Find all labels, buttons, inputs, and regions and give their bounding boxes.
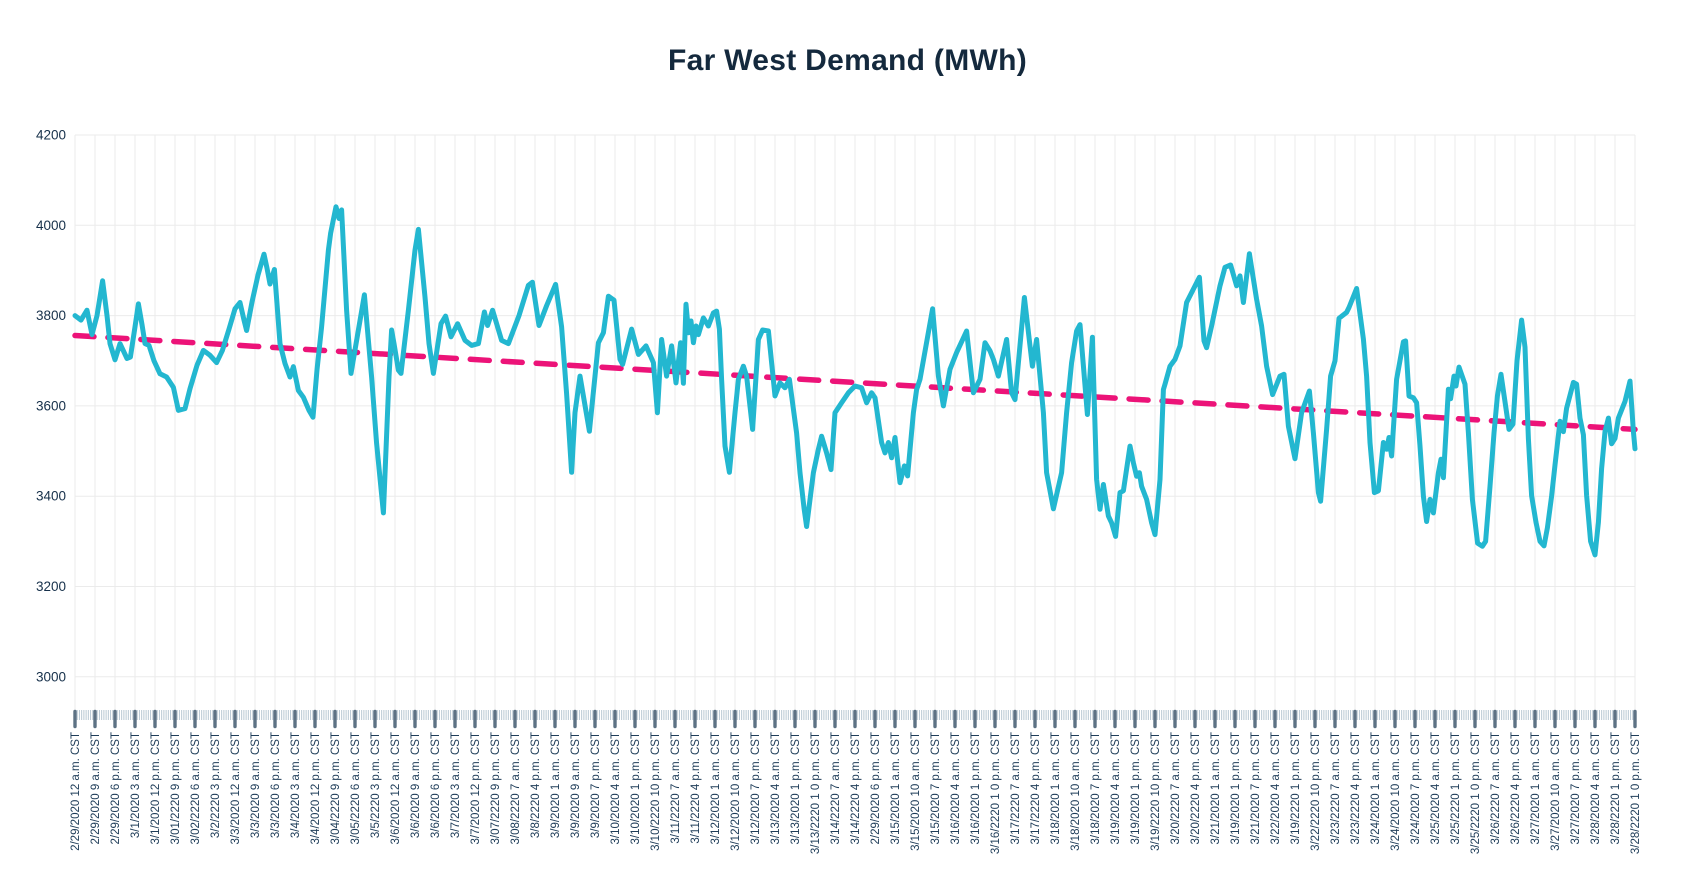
x-axis-label: 3/12/2020 1 a.m. CST	[710, 732, 722, 845]
y-axis-label: 3400	[36, 489, 66, 504]
demand-line	[72, 204, 1638, 558]
x-axis-label: 3/12/2020 10 a.m. CST	[730, 732, 742, 851]
x-axis-label: 3/19/2020 1 p.m. CST	[1130, 732, 1142, 845]
x-axis-label: 2/29/2020 12 a.m. CST	[70, 732, 82, 851]
x-axis-label: 3/13/2220 1 0 p.m. CST	[810, 732, 822, 854]
x-axis-label: 3/10/2020 4 a.m. CST	[610, 732, 622, 845]
x-axis-label: 3/27/2020 1 a.m. CST	[1530, 732, 1542, 845]
x-axis-label: 3/10/2220 10 p.m. CST	[650, 732, 662, 851]
y-axis-label: 3600	[36, 398, 66, 413]
x-axis-label: 3/3/2020 6 p.m. CST	[270, 732, 282, 838]
x-axis-label: 3/21/2020 1 a.m. CST	[1210, 732, 1222, 845]
x-axis-label: 3/11/2220 7 a.m. CST	[670, 732, 682, 844]
x-axis-label: 3/04/2220 9 p.m. CST	[330, 732, 342, 845]
x-axis-label: 3/26/2220 4 p.m. CST	[1510, 732, 1522, 845]
x-axis-label: 3/24/2020 10 a.m. CST	[1390, 732, 1402, 851]
x-axis-label: 3/23/2220 7 a.m. CST	[1330, 732, 1342, 845]
x-axis-label: 3/18/2020 1 a.m. CST	[1050, 732, 1062, 845]
x-axis-label: 3/19/2220 10 p.m. CST	[1150, 732, 1162, 851]
x-axis-label: 3/15/2020 10 a.m. CST	[910, 732, 922, 851]
x-axis-label: 3/4/2020 12 p.m. CST	[310, 732, 322, 845]
x-axis-label: 3/08/2220 7 a.m. CST	[510, 732, 522, 845]
x-axis-label: 3/18/2020 10 a.m. CST	[1070, 732, 1082, 851]
x-axis-labels: 2/29/2020 12 a.m. CST 2/29/2020 9 a.m. CS…	[70, 732, 1642, 854]
x-axis-label: 3/22/2220 10 p.m. CST	[1310, 732, 1322, 851]
trend-line	[72, 332, 1638, 433]
x-axis-label: 3/6/2020 9 a.m. CST	[410, 732, 422, 838]
x-axis-label: 3/1/2020 3 a.m. CST	[130, 732, 142, 838]
x-axis-label: 2/29/2020 9 a.m. CST	[90, 732, 102, 845]
y-axis-label: 3800	[36, 308, 66, 323]
x-axis-label: 3/01/2220 9 p.m. CST	[170, 732, 182, 845]
x-axis-label: 3/16/2220 1 0 p.m. CST	[990, 732, 1002, 854]
x-axis-label: 3/7/2020 3 a.m. CST	[450, 732, 462, 838]
x-axis-label: 3/14/2220 7 a.m. CST	[830, 732, 842, 845]
x-axis-label: 3/24/2020 7 p.m. CST	[1410, 732, 1422, 845]
x-axis-label: 3/27/2020 10 a.m. CST	[1550, 732, 1562, 851]
x-axis-label: 3/20/2220 7 a.m. CST	[1170, 732, 1182, 845]
x-axis-label: 3/25/2020 4 a.m. CST	[1430, 732, 1442, 845]
vertical-gridlines	[74, 135, 1636, 710]
x-axis-label: 3/11/2220 4 p.m. CST	[690, 732, 702, 844]
x-axis-label: 3/9/2020 7 p.m. CST	[590, 732, 602, 838]
x-axis-label: 3/12/2020 7 p.m. CST	[750, 732, 762, 845]
x-axis-label: 3/05/2220 6 a.m. CST	[350, 732, 362, 845]
chart-title: Far West Demand (MWh)	[667, 44, 1028, 77]
x-axis-label: 3/21/2020 7 p.m. CST	[1250, 732, 1262, 845]
x-axis-ticks	[73, 709, 1637, 729]
y-axis-label: 3200	[36, 579, 66, 594]
x-axis-label: 3/19/2220 1 p.m. CST	[1290, 732, 1302, 845]
x-axis-label: 3/19/2020 1 p.m. CST	[1230, 732, 1242, 845]
y-axis-labels: 3000 3200 3400 3600 3800 4000 4200	[36, 128, 66, 685]
x-axis-label: 3/23/2220 4 p.m. CST	[1350, 732, 1362, 845]
x-axis-label: 3/8/2220 4 p.m. CST	[530, 732, 542, 838]
x-axis-label: 3/07/2220 9 p.m. CST	[490, 732, 502, 845]
x-axis-label: 2/29/2020 6 p.m. CST	[110, 732, 122, 845]
x-axis-label: 3/24/2020 1 a.m. CST	[1370, 732, 1382, 845]
x-axis-label: 2/29/2020 6 p.m. CST	[870, 732, 882, 845]
x-axis-label: 3/13/2020 4 a.m. CST	[770, 732, 782, 845]
x-axis-label: 3/9/2020 1 a.m. CST	[550, 732, 562, 838]
x-axis-label: 3/7/2020 12 p.m. CST	[470, 732, 482, 845]
x-axis-label: 3/19/2020 4 a.m. CST	[1110, 732, 1122, 845]
x-axis-label: 3/25/2220 1 0 p.m. CST	[1470, 732, 1482, 854]
x-axis-label: 3/27/2020 7 p.m. CST	[1570, 732, 1582, 845]
x-axis-label: 3/16/2020 1 p.m. CST	[970, 732, 982, 845]
x-axis-label: 3/10/2020 1 p.m. CST	[630, 732, 642, 845]
y-axis-label: 3000	[36, 669, 66, 684]
x-axis-label: 3/15/2020 7 p.m. CST	[930, 732, 942, 845]
x-axis-label: 3/25/2220 1 p.m. CST	[1450, 732, 1462, 845]
x-axis-label: 3/2/2220 3 p.m. CST	[210, 732, 222, 838]
x-axis-label: 3/6/2020 12 a.m. CST	[390, 732, 402, 845]
x-axis-label: 3/13/2020 1 p.m. CST	[790, 732, 802, 845]
x-axis-label: 3/16/2020 4 a.m. CST	[950, 732, 962, 845]
x-axis-label: 3/20/2220 4 p.m. CST	[1190, 732, 1202, 845]
x-axis-label: 3/6/2020 6 p.m. CST	[430, 732, 442, 838]
x-axis-label: 3/28/2220 1 0 p.m. CST	[1630, 732, 1642, 854]
x-axis-label: 3/1/2020 12 p.m. CST	[150, 732, 162, 845]
x-axis-label: 3/17/2220 7 a.m. CST	[1010, 732, 1022, 845]
x-axis-label: 3/3/2020 12 a.m. CST	[230, 732, 242, 845]
x-axis-label: 3/9/2020 9 a.m. CST	[570, 732, 582, 838]
x-axis-label: 3/26/2220 7 a.m. CST	[1490, 732, 1502, 845]
x-axis-label: 3/14/2220 4 p.m. CST	[850, 732, 862, 845]
x-axis-label: 3/5/2220 3 p.m. CST	[370, 732, 382, 838]
x-axis-label: 3/17/2220 4 p.m. CST	[1030, 732, 1042, 845]
y-axis-label: 4200	[36, 128, 66, 143]
x-axis-label: 3/22/2020 4 a.m. CST	[1270, 732, 1282, 845]
x-axis-label: 3/3/2020 9 a.m. CST	[250, 732, 262, 838]
x-axis-label: 3/15/2020 1 a.m. CST	[890, 732, 902, 845]
x-axis-label: 3/18/2020 7 p.m. CST	[1090, 732, 1102, 845]
x-axis-label: 3/28/2020 4 a.m. CST	[1590, 732, 1602, 845]
x-axis-label: 3/02/2220 6 a.m. CST	[190, 732, 202, 845]
x-axis-label: 3/4/2020 3 a.m. CST	[290, 732, 302, 838]
y-axis-label: 4000	[36, 218, 66, 233]
x-axis-label: 3/28/2220 1 p.m. CST	[1610, 732, 1622, 845]
